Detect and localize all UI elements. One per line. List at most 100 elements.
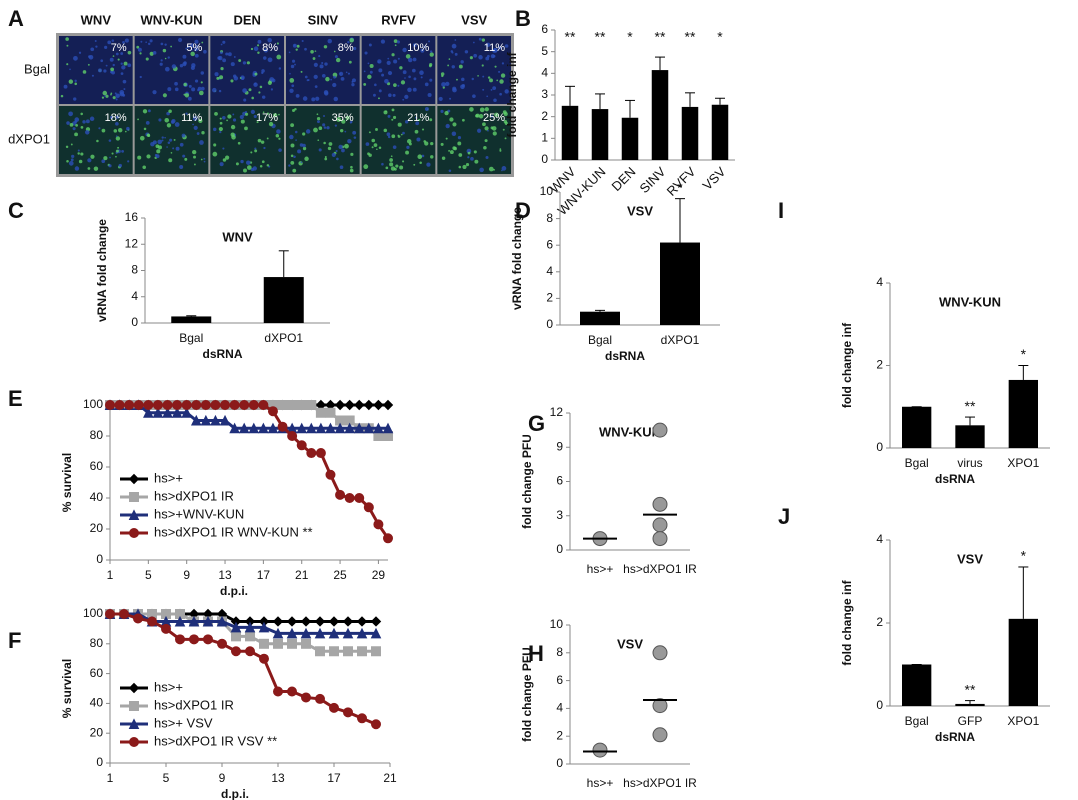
- y-tick-label: 3: [541, 87, 548, 101]
- value-label: 10%: [407, 42, 429, 54]
- speckle: [91, 74, 94, 77]
- significance: **: [595, 29, 606, 45]
- speckle: [485, 56, 490, 61]
- speckle: [137, 47, 142, 52]
- y-tick-label: 8: [546, 211, 553, 225]
- speckle: [212, 87, 217, 93]
- x-tick-label: 9: [219, 771, 226, 785]
- speckle: [267, 80, 272, 85]
- speckle: [501, 166, 507, 171]
- speckle: [451, 43, 457, 49]
- speckle: [392, 145, 397, 149]
- marker: [363, 399, 375, 411]
- speckle: [256, 44, 260, 47]
- x-tick-label: hs>dXPO1 IR: [623, 776, 697, 790]
- speckle: [449, 97, 452, 100]
- speckle: [203, 157, 206, 160]
- marker: [344, 399, 355, 411]
- significance: **: [965, 398, 976, 414]
- significance: *: [1021, 346, 1027, 362]
- bar: [681, 106, 699, 160]
- y-tick-label: 2: [876, 358, 883, 372]
- speckle: [300, 70, 303, 73]
- speckle: [397, 57, 400, 60]
- speckle: [311, 97, 316, 102]
- marker: [147, 616, 157, 627]
- speckle: [162, 48, 167, 53]
- speckle: [440, 109, 444, 113]
- speckle: [145, 41, 147, 44]
- speckle: [445, 81, 450, 86]
- speckle: [89, 116, 95, 122]
- y-tick-label: 0: [876, 698, 883, 712]
- speckle: [90, 154, 95, 159]
- marker: [314, 616, 326, 627]
- speckle: [481, 38, 486, 42]
- panel-label: E: [8, 386, 23, 411]
- speckle: [193, 155, 196, 159]
- marker: [383, 533, 393, 544]
- speckle: [242, 61, 247, 65]
- speckle: [412, 68, 416, 73]
- speckle: [254, 147, 257, 150]
- speckle: [73, 97, 77, 101]
- speckle: [160, 42, 164, 46]
- speckle: [478, 114, 484, 119]
- marker: [175, 634, 185, 645]
- speckle: [114, 92, 117, 95]
- speckle: [198, 90, 204, 96]
- speckle: [477, 75, 479, 77]
- speckle: [378, 68, 383, 73]
- speckle: [419, 161, 422, 165]
- speckle: [430, 141, 434, 146]
- speckle: [103, 156, 108, 161]
- marker: [315, 693, 325, 704]
- marker: [200, 414, 212, 426]
- speckle: [193, 46, 199, 52]
- marker: [306, 448, 317, 459]
- speckle: [200, 158, 203, 161]
- speckle: [254, 82, 257, 85]
- speckle: [70, 158, 74, 162]
- legend-label: hs>dXPO1 IR: [154, 488, 234, 503]
- speckle: [426, 162, 431, 167]
- speckle: [115, 122, 119, 126]
- marker: [353, 422, 365, 434]
- y-tick-label: 20: [90, 521, 104, 535]
- speckle: [66, 159, 69, 163]
- data-point: [652, 422, 668, 438]
- speckle: [160, 59, 163, 62]
- speckle: [491, 126, 497, 131]
- speckle: [98, 127, 101, 130]
- speckle: [162, 93, 167, 98]
- marker: [342, 616, 354, 627]
- marker: [356, 616, 368, 627]
- speckle: [74, 82, 77, 86]
- speckle: [479, 167, 484, 173]
- marker: [217, 638, 227, 649]
- bar: [955, 703, 985, 706]
- speckle: [421, 154, 425, 158]
- marker: [287, 431, 298, 441]
- speckle: [95, 45, 98, 48]
- y-tick-label: 100: [83, 606, 103, 620]
- x-tick-label: 17: [327, 771, 341, 785]
- speckle: [313, 127, 318, 133]
- speckle: [233, 76, 239, 81]
- speckle: [347, 72, 350, 75]
- speckle: [414, 129, 419, 134]
- speckle: [498, 46, 502, 50]
- speckle: [112, 63, 115, 67]
- speckle: [122, 79, 127, 84]
- speckle: [262, 56, 267, 60]
- speckle: [460, 84, 465, 90]
- data-point: [652, 517, 668, 533]
- marker: [129, 701, 139, 711]
- speckle: [454, 52, 458, 56]
- x-tick-label: 21: [383, 771, 397, 785]
- speckle: [310, 49, 314, 54]
- speckle: [111, 39, 115, 42]
- speckle: [341, 119, 346, 124]
- speckle: [246, 165, 252, 170]
- speckle: [405, 150, 409, 155]
